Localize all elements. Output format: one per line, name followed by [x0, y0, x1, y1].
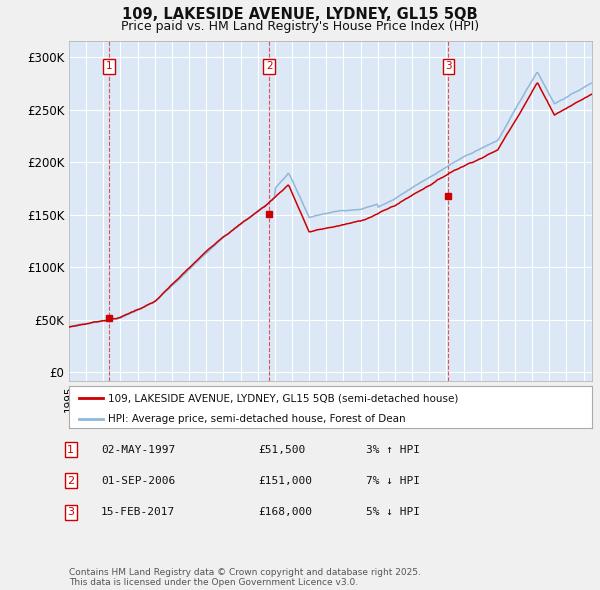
Text: £151,000: £151,000: [258, 476, 312, 486]
Text: Contains HM Land Registry data © Crown copyright and database right 2025.
This d: Contains HM Land Registry data © Crown c…: [69, 568, 421, 587]
Text: 1: 1: [67, 445, 74, 454]
Text: 7% ↓ HPI: 7% ↓ HPI: [366, 476, 420, 486]
Text: 15-FEB-2017: 15-FEB-2017: [101, 507, 175, 517]
Text: 2: 2: [67, 476, 74, 486]
Text: 2: 2: [266, 61, 272, 71]
Text: HPI: Average price, semi-detached house, Forest of Dean: HPI: Average price, semi-detached house,…: [108, 414, 406, 424]
Text: 5% ↓ HPI: 5% ↓ HPI: [366, 507, 420, 517]
Text: 109, LAKESIDE AVENUE, LYDNEY, GL15 5QB (semi-detached house): 109, LAKESIDE AVENUE, LYDNEY, GL15 5QB (…: [108, 393, 458, 403]
Text: 3: 3: [67, 507, 74, 517]
Text: £51,500: £51,500: [258, 445, 305, 454]
Text: 3: 3: [445, 61, 452, 71]
Text: 3% ↑ HPI: 3% ↑ HPI: [366, 445, 420, 454]
Text: £168,000: £168,000: [258, 507, 312, 517]
Text: Price paid vs. HM Land Registry's House Price Index (HPI): Price paid vs. HM Land Registry's House …: [121, 20, 479, 33]
Text: 109, LAKESIDE AVENUE, LYDNEY, GL15 5QB: 109, LAKESIDE AVENUE, LYDNEY, GL15 5QB: [122, 7, 478, 22]
Text: 02-MAY-1997: 02-MAY-1997: [101, 445, 175, 454]
Text: 1: 1: [106, 61, 112, 71]
Text: 01-SEP-2006: 01-SEP-2006: [101, 476, 175, 486]
